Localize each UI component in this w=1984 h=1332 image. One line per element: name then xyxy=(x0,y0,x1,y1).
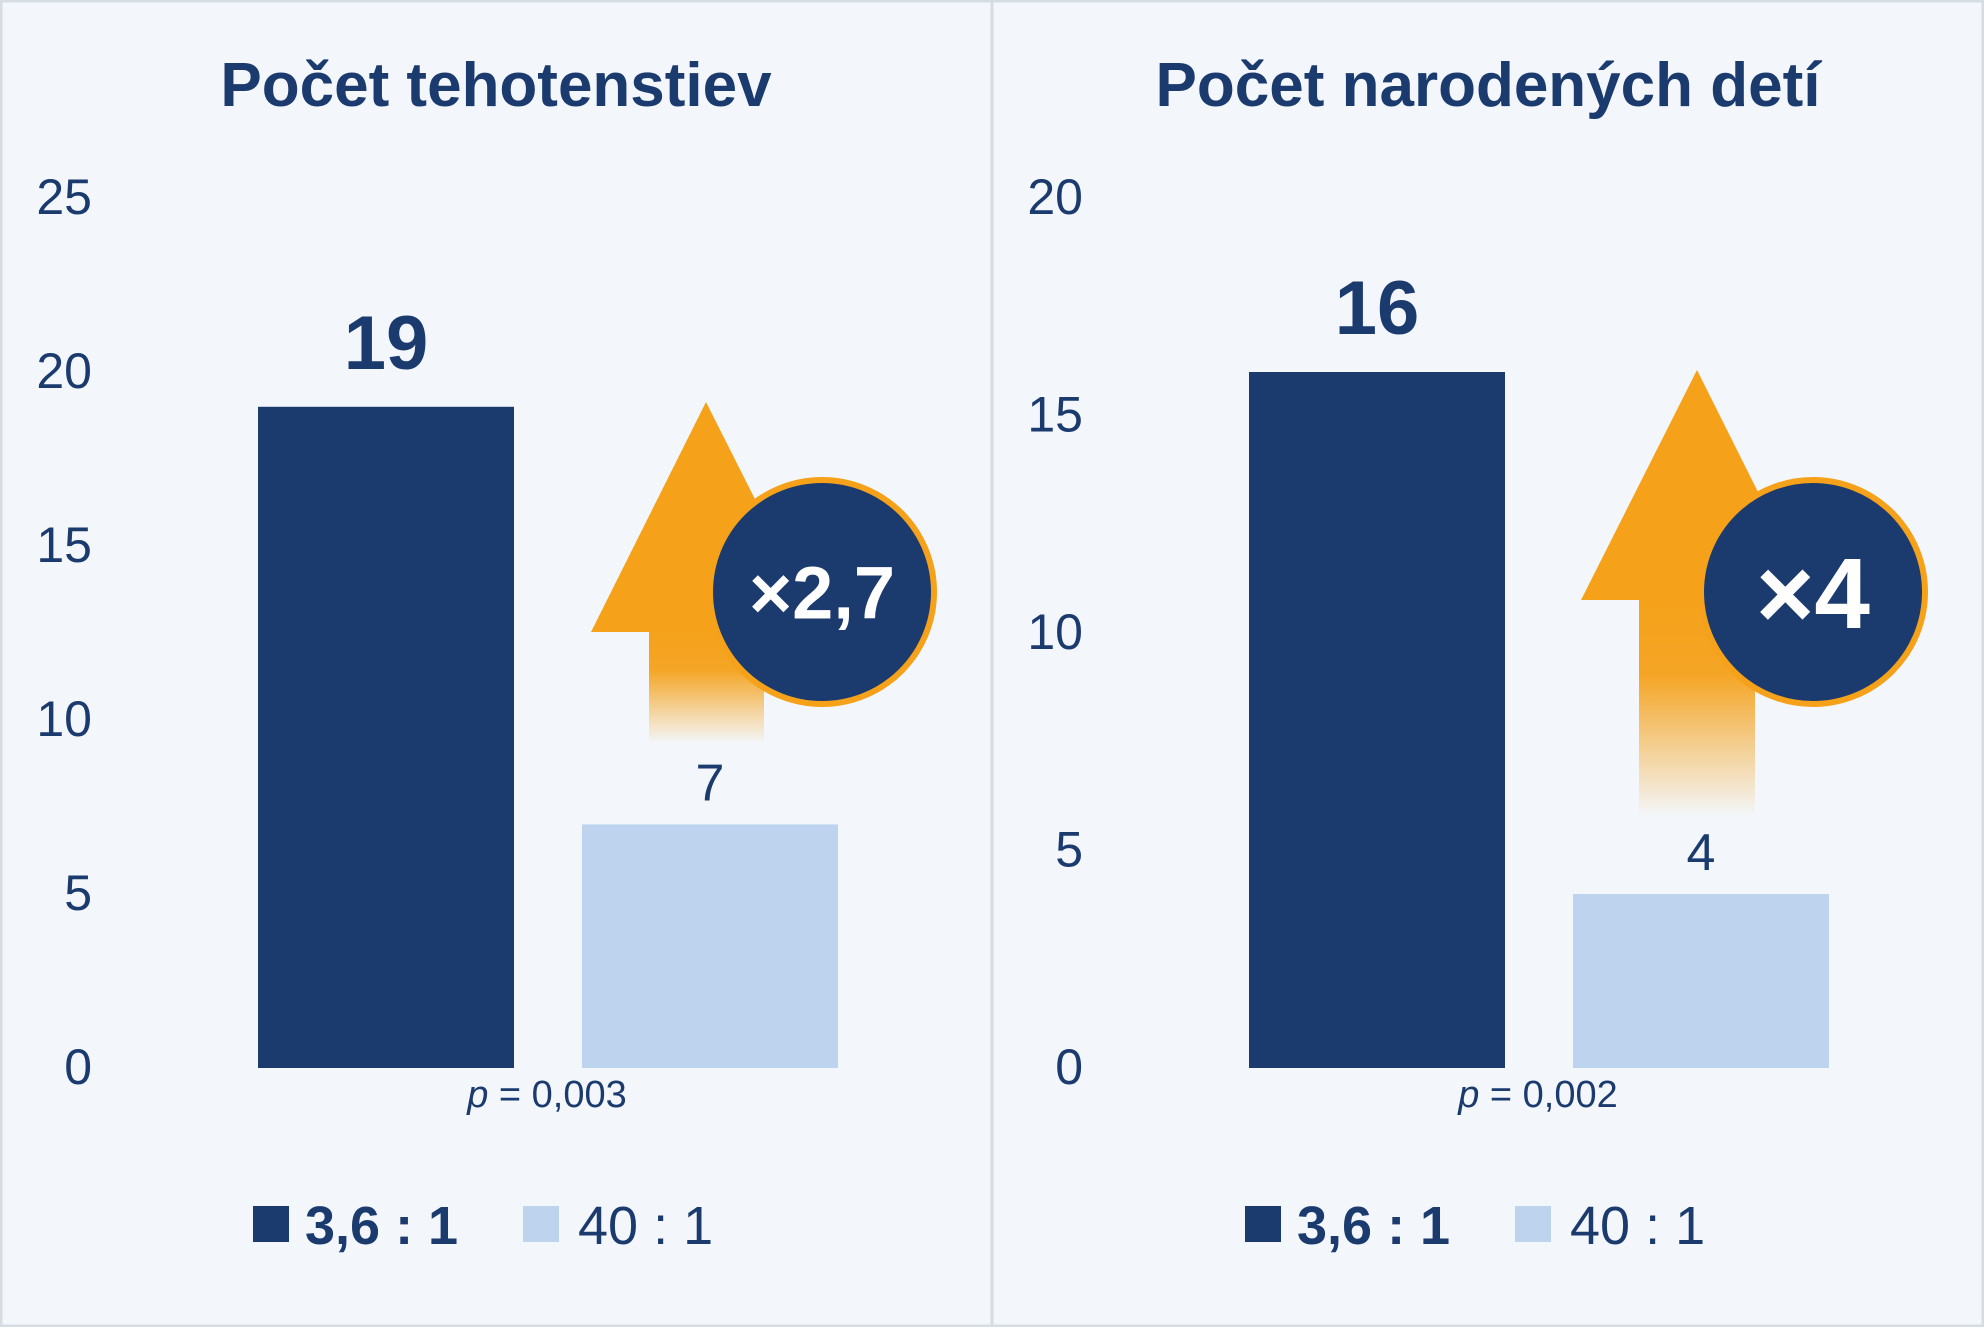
bar-light xyxy=(582,824,838,1068)
multiplier-badge xyxy=(707,477,937,707)
bar-value-label: 4 xyxy=(1687,824,1716,882)
chart-panel-2: Počet narodených detí 0 5 10 15 20 16 4 ×4 p = 0,… xyxy=(1027,51,1928,1256)
bar-dark xyxy=(258,406,514,1068)
y-tick-label: 5 xyxy=(1055,822,1083,878)
y-tick-label: 0 xyxy=(1055,1039,1083,1095)
y-tick-label: 25 xyxy=(36,169,92,225)
legend-label-dark: 3,6 : 1 xyxy=(1297,1196,1450,1256)
p-value: = 0,002 xyxy=(1479,1074,1617,1116)
legend-label-light: 40 : 1 xyxy=(1570,1196,1705,1256)
legend-swatch-light xyxy=(1515,1206,1551,1242)
bar-dark xyxy=(1249,372,1505,1068)
y-tick-label: 10 xyxy=(1027,604,1083,660)
multiplier-label: ×2,7 xyxy=(749,552,895,635)
bar-value-label: 7 xyxy=(696,754,725,812)
legend-label-light: 40 : 1 xyxy=(578,1196,713,1256)
bar-value-label: 19 xyxy=(344,301,429,386)
legend-swatch-dark xyxy=(253,1206,289,1242)
y-tick-label: 20 xyxy=(1027,169,1083,225)
y-tick-label: 20 xyxy=(36,343,92,399)
chart-panel-1: Počet tehotenstiev 0 5 10 15 20 25 19 7 ×2,7 p = 0… xyxy=(36,51,937,1256)
legend-swatch-dark xyxy=(1245,1206,1281,1242)
multiplier-badge xyxy=(1698,477,1928,707)
p-value: = 0,003 xyxy=(488,1074,626,1116)
chart-title: Počet narodených detí xyxy=(1156,51,1823,120)
legend-label-dark: 3,6 : 1 xyxy=(305,1196,458,1256)
p-value-label: p = 0,002 xyxy=(1457,1074,1618,1116)
y-tick-label: 15 xyxy=(36,517,92,573)
bar-value-label: 16 xyxy=(1335,266,1420,351)
y-tick-label: 0 xyxy=(64,1039,92,1095)
bar-light xyxy=(1573,894,1829,1068)
y-tick-label: 5 xyxy=(64,865,92,921)
p-value-label: p = 0,003 xyxy=(466,1074,627,1116)
y-tick-label: 10 xyxy=(36,691,92,747)
legend-swatch-light xyxy=(523,1206,559,1242)
p-symbol: p xyxy=(466,1074,488,1116)
multiplier-label: ×4 xyxy=(1756,538,1870,650)
p-symbol: p xyxy=(1457,1074,1479,1116)
chart-title: Počet tehotenstiev xyxy=(220,51,772,120)
y-tick-label: 15 xyxy=(1027,387,1083,443)
